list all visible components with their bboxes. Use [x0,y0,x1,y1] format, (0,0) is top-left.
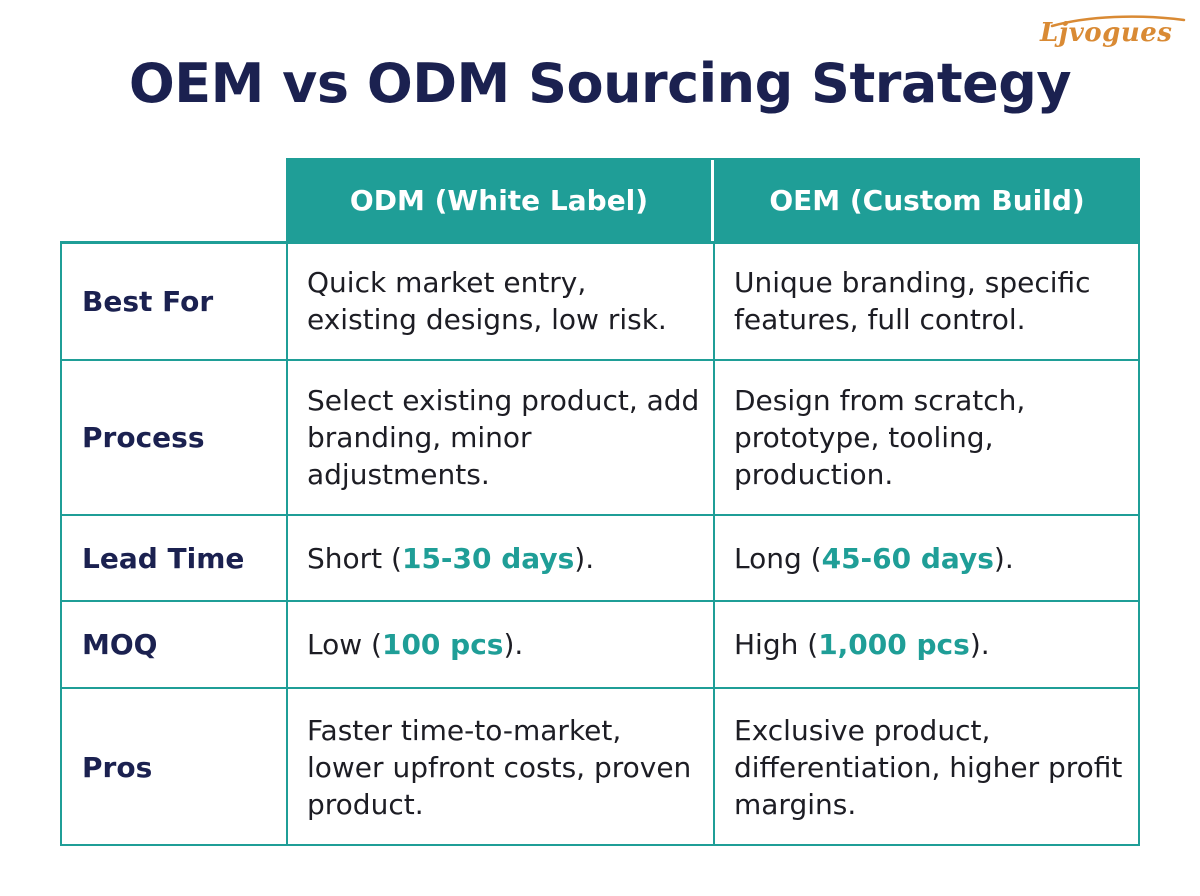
cell-oem-moq: High (1,000 pcs). [714,601,1140,688]
brand-logo: Ljvogues [1040,14,1190,62]
row-label-lead-time: Lead Time [82,541,245,575]
odm-moq-value: 100 pcs [381,628,504,661]
row-label-moq: MOQ [82,628,158,661]
cell-oem-best-for: Unique branding, specific features, full… [734,266,1091,336]
cell-oem-pros: Exclusive product, differentiation, high… [734,713,1123,821]
logo-swoosh-icon [1050,15,1186,28]
grid-line [713,242,715,846]
grid-line [287,158,1140,160]
cell-oem-lead-time: Long (45-60 days). [714,515,1140,601]
oem-moq-suffix: ). [969,628,990,661]
grid-line [60,359,1140,361]
oem-moq-prefix: High ( [734,628,819,661]
grid-line [60,514,1140,516]
odm-lead-time-prefix: Short ( [307,541,402,575]
cell-odm-lead-time: Short (15-30 days). [287,515,714,601]
cell-odm-pros: Faster time-to-market, lower upfront cos… [307,713,692,821]
grid-line [60,600,1140,602]
grid-line [1138,158,1140,846]
oem-lead-time-suffix: ). [993,541,1014,575]
oem-lead-time-value: 45-60 days [821,541,994,575]
oem-moq-value: 1,000 pcs [818,628,970,661]
odm-moq-prefix: Low ( [307,628,382,661]
oem-lead-time-prefix: Long ( [734,541,822,575]
grid-line [60,241,1140,244]
grid-line [286,158,288,846]
logo-text: Ljvogues [1040,18,1173,48]
grid-line [60,241,62,846]
cell-odm-best-for: Quick market entry, existing designs, lo… [307,266,667,336]
row-label-pros: Pros [82,750,153,784]
comparison-table: ODM (White Label) OEM (Custom Build) Bes… [60,158,1140,846]
column-header-oem: OEM (Custom Build) [714,158,1140,242]
column-header-odm: ODM (White Label) [287,158,714,242]
cell-oem-process: Design from scratch, prototype, tooling,… [734,384,1026,491]
row-label-best-for: Best For [82,284,214,318]
grid-line [60,687,1140,689]
page-title: OEM vs ODM Sourcing Strategy [128,52,1072,115]
odm-moq-suffix: ). [503,628,524,661]
odm-lead-time-suffix: ). [574,541,595,575]
cell-odm-moq: Low (100 pcs). [287,601,714,688]
grid-line [60,844,1140,846]
cell-odm-process: Select existing product, add branding, m… [307,384,700,491]
row-label-process: Process [82,421,205,454]
odm-lead-time-value: 15-30 days [401,541,575,575]
